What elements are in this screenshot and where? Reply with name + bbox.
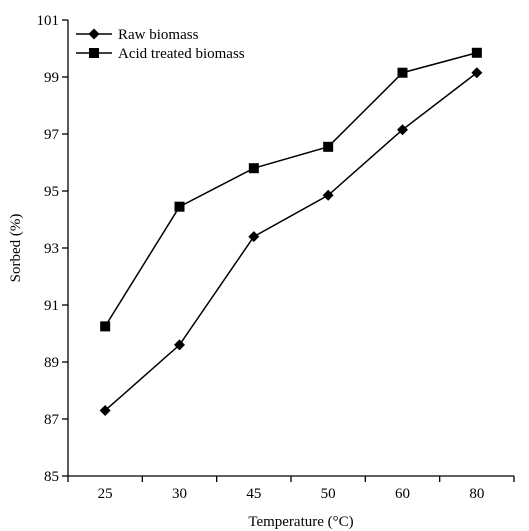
data-point <box>248 163 259 174</box>
x-tick-label: 25 <box>98 486 113 502</box>
data-point <box>471 47 482 58</box>
data-point <box>322 189 334 201</box>
y-axis-title: Sorbed (%) <box>8 214 24 283</box>
data-point <box>174 339 185 351</box>
legend-marker <box>89 48 99 58</box>
data-point <box>323 141 334 152</box>
chart-ticks: 85 87 89 91 93 95 97 99 101 25 30 45 50 60 80 <box>37 13 515 502</box>
legend-item: Raw biomass <box>76 27 199 43</box>
chart-axes <box>67 20 514 477</box>
series-line <box>104 72 478 412</box>
data-point <box>471 67 483 79</box>
series-acid-treated-biomass <box>100 47 482 332</box>
x-tick-label: 60 <box>395 486 410 502</box>
data-point <box>99 404 111 416</box>
y-tick-label: 91 <box>44 298 59 314</box>
x-tick-label: 50 <box>321 486 336 502</box>
data-point <box>248 231 260 243</box>
x-tick-label: 30 <box>172 486 187 502</box>
y-tick-label: 93 <box>44 241 59 257</box>
y-tick-label: 97 <box>44 127 60 143</box>
data-point <box>174 201 185 212</box>
data-point <box>100 321 111 332</box>
chart-legend: Raw biomass Acid treated biomass <box>76 27 245 62</box>
legend-marker <box>88 28 100 40</box>
y-tick-label: 99 <box>44 70 59 86</box>
legend-label: Raw biomass <box>118 27 199 43</box>
x-tick-label: 80 <box>469 486 484 502</box>
series-line <box>104 52 478 327</box>
y-tick-label: 89 <box>44 355 59 371</box>
data-point <box>397 67 408 78</box>
x-tick-label: 45 <box>246 486 261 502</box>
x-axis-title: Temperature (°C) <box>248 514 353 530</box>
series-raw-biomass <box>99 67 483 416</box>
y-tick-label: 87 <box>44 412 60 428</box>
chart-series <box>99 47 483 416</box>
legend-label: Acid treated biomass <box>118 46 245 62</box>
y-tick-label: 85 <box>44 469 59 485</box>
data-point <box>397 124 408 136</box>
y-tick-label: 95 <box>44 184 59 200</box>
legend-item: Acid treated biomass <box>76 46 245 62</box>
y-tick-label: 101 <box>37 13 60 29</box>
